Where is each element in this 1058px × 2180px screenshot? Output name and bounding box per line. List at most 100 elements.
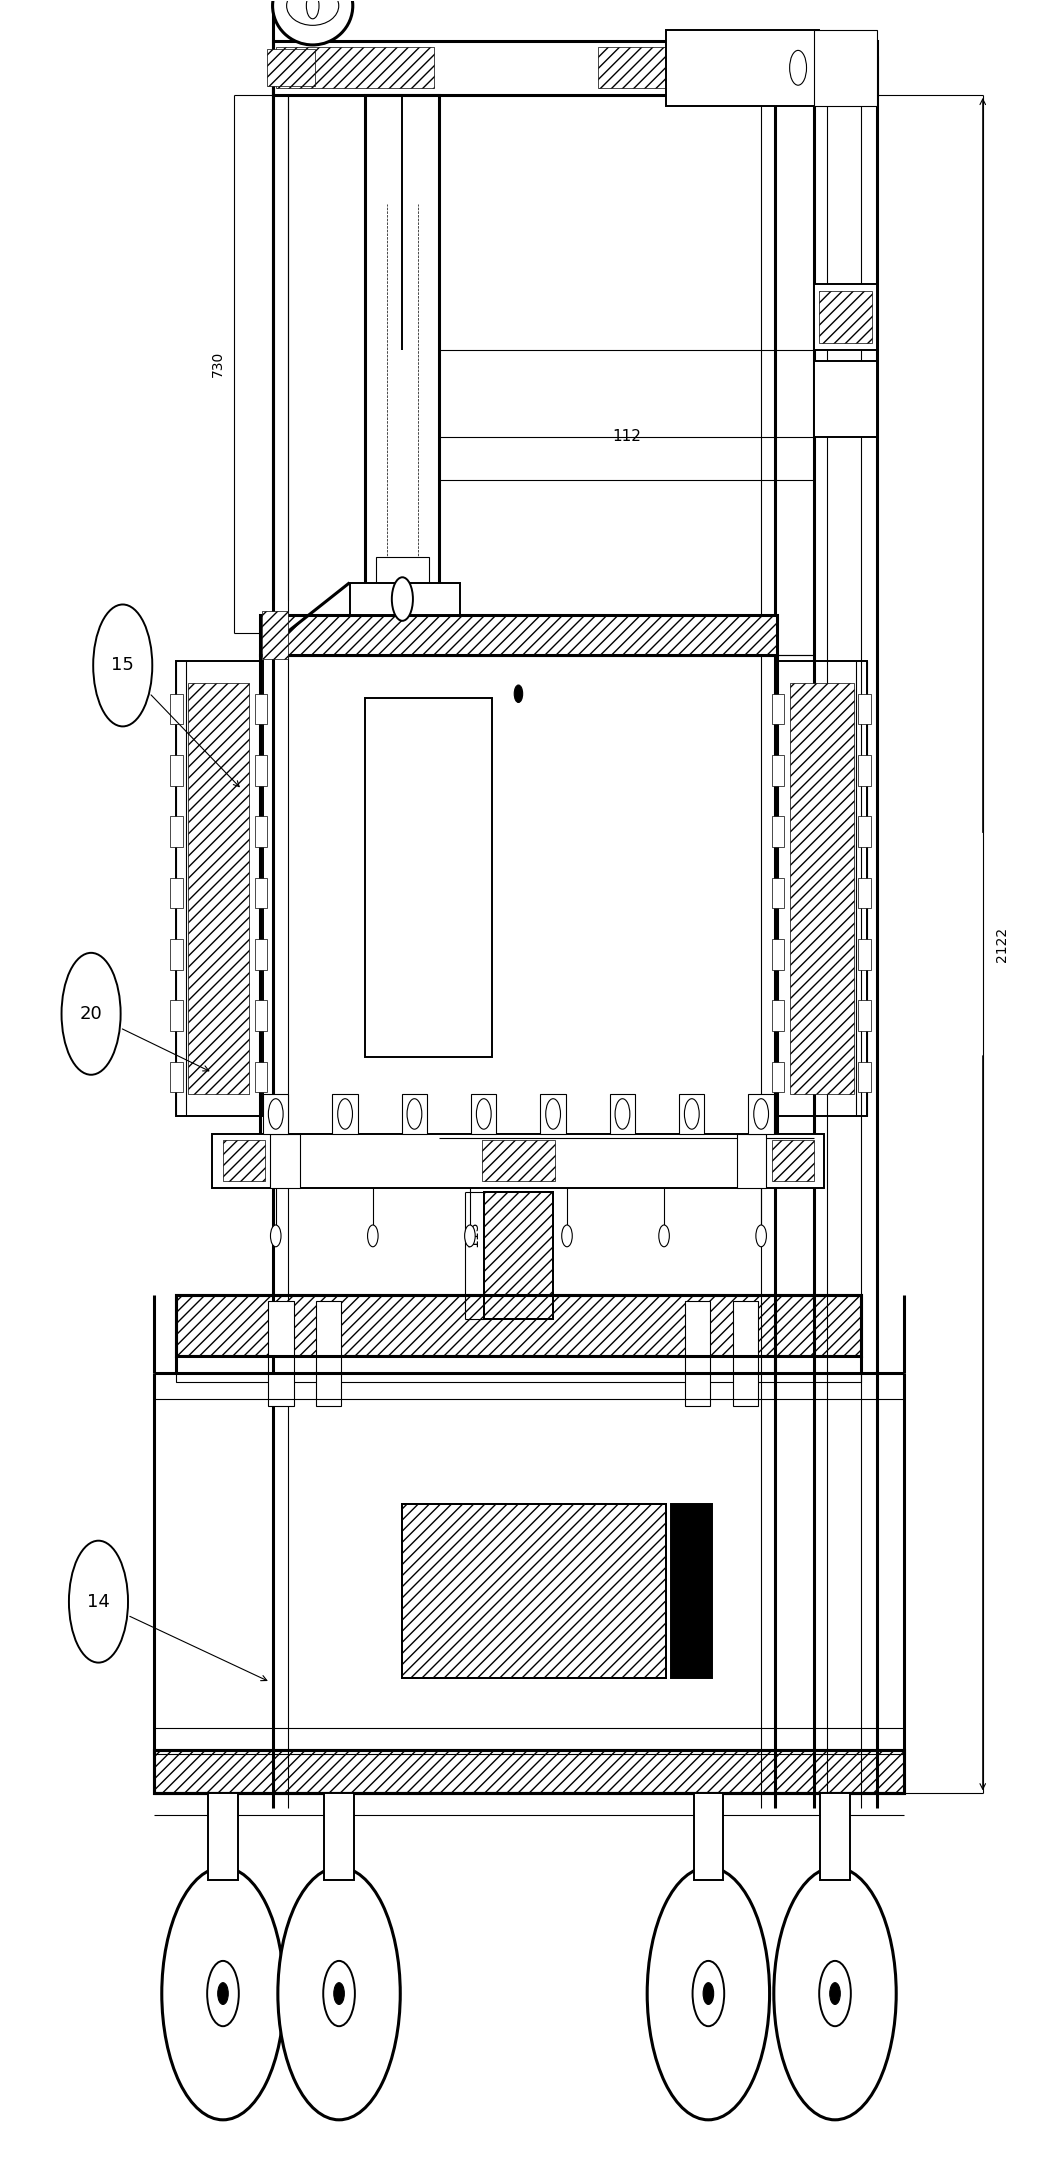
Circle shape (819, 1960, 851, 2025)
Circle shape (773, 1868, 896, 2119)
Bar (686, 1301, 711, 1406)
Bar (694, 1794, 724, 1881)
Text: 730: 730 (211, 351, 224, 377)
Bar (771, 693, 784, 724)
Circle shape (278, 1868, 400, 2119)
Bar (598, 48, 826, 89)
Bar (262, 610, 289, 658)
Text: 14: 14 (87, 1594, 110, 1611)
Bar (170, 754, 183, 785)
Bar (176, 661, 263, 1116)
Circle shape (218, 1982, 229, 2003)
Bar (269, 1301, 294, 1406)
Bar (255, 693, 268, 724)
Circle shape (391, 578, 413, 621)
Bar (672, 1504, 712, 1679)
Circle shape (464, 1225, 475, 1247)
Bar (365, 698, 492, 1057)
Bar (485, 1192, 552, 1319)
Bar (176, 1295, 861, 1356)
Bar (667, 31, 819, 107)
Bar (273, 41, 877, 96)
Circle shape (659, 1225, 670, 1247)
Ellipse shape (287, 0, 339, 26)
Bar (263, 1094, 289, 1134)
Bar (223, 1140, 266, 1182)
Bar (208, 1794, 238, 1881)
Bar (260, 615, 777, 654)
Circle shape (647, 1868, 769, 2119)
Bar (170, 693, 183, 724)
Circle shape (69, 1541, 128, 1663)
Bar (814, 360, 877, 436)
Circle shape (93, 604, 152, 726)
Bar (771, 879, 784, 909)
Bar (332, 1094, 358, 1134)
Circle shape (407, 1099, 422, 1129)
Bar (481, 1140, 555, 1182)
Bar (154, 1751, 904, 1794)
Text: 15: 15 (111, 656, 134, 674)
Bar (255, 879, 268, 909)
Bar (541, 1094, 566, 1134)
Circle shape (693, 1960, 725, 2025)
Circle shape (367, 1225, 378, 1247)
Bar (255, 754, 268, 785)
Bar (819, 290, 872, 342)
Bar (255, 815, 268, 846)
Bar (858, 1062, 871, 1092)
Bar (255, 1001, 268, 1031)
Bar (271, 1134, 300, 1188)
Bar (176, 1295, 861, 1356)
Bar (771, 815, 784, 846)
Bar (858, 815, 871, 846)
Circle shape (753, 1099, 768, 1129)
Ellipse shape (273, 0, 352, 46)
Bar (789, 682, 854, 1094)
Circle shape (789, 50, 806, 85)
Bar (858, 879, 871, 909)
Bar (402, 1504, 667, 1679)
Bar (176, 1356, 861, 1382)
Bar (170, 815, 183, 846)
Bar (255, 940, 268, 970)
Bar (771, 754, 784, 785)
Bar (325, 1794, 353, 1881)
Bar (679, 1094, 705, 1134)
Bar (609, 1094, 635, 1134)
Bar (820, 1794, 850, 1881)
Circle shape (514, 685, 523, 702)
Circle shape (307, 0, 320, 20)
Bar (255, 1062, 268, 1092)
Bar (771, 940, 784, 970)
Bar (316, 1301, 341, 1406)
Bar (349, 582, 460, 615)
Bar (402, 1094, 427, 1134)
Bar (276, 48, 434, 89)
Bar (858, 754, 871, 785)
Circle shape (829, 1982, 840, 2003)
Bar (213, 1134, 824, 1188)
Bar (814, 283, 877, 349)
Circle shape (324, 1960, 354, 2025)
Bar (188, 682, 250, 1094)
Bar (732, 1301, 758, 1406)
Bar (170, 1001, 183, 1031)
Bar (771, 1001, 784, 1031)
Bar (365, 96, 439, 632)
Bar (402, 1504, 667, 1679)
Circle shape (333, 1982, 344, 2003)
Bar (771, 1062, 784, 1092)
Circle shape (755, 1225, 766, 1247)
Text: 20: 20 (79, 1005, 103, 1022)
Bar (814, 31, 877, 107)
Bar (736, 1134, 766, 1188)
Bar (771, 1140, 814, 1182)
Bar (170, 940, 183, 970)
Circle shape (562, 1225, 572, 1247)
Bar (471, 1094, 496, 1134)
Circle shape (269, 1099, 284, 1129)
Text: 2122: 2122 (995, 926, 1008, 961)
Bar (154, 1751, 904, 1794)
Bar (748, 1094, 773, 1134)
